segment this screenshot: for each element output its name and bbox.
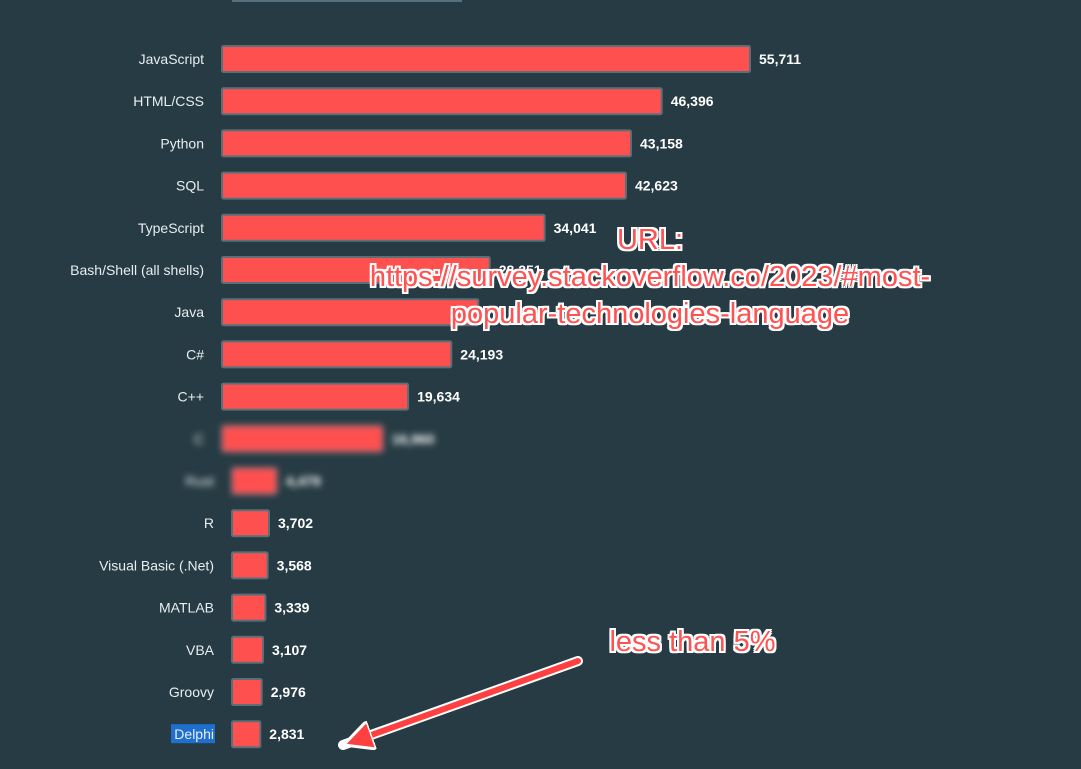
value-label: 28,251	[499, 262, 542, 278]
category-label: SQL	[176, 178, 204, 194]
bar-row-javascript: JavaScript 55,711	[139, 45, 801, 73]
bar	[221, 382, 410, 411]
category-label: TypeScript	[138, 220, 204, 236]
category-label: Visual Basic (.Net)	[99, 557, 214, 573]
less-than-note: less than 5%	[609, 626, 776, 658]
value-label: 46,396	[671, 93, 714, 109]
annotation-arrow	[338, 656, 583, 745]
value-label: 42,623	[635, 178, 678, 194]
bar-row-vba: VBA 3,107	[186, 635, 307, 664]
value-label: 3,702	[278, 515, 313, 531]
url-line-1: https://survey.stackoverflow.co/2023/#mo…	[369, 261, 931, 293]
bar	[221, 45, 751, 73]
category-label: HTML/CSS	[133, 93, 204, 109]
bar	[231, 551, 269, 580]
category-label: JavaScript	[139, 51, 204, 67]
bar	[231, 593, 267, 622]
top-tab-edge	[232, 0, 462, 2]
bar-row-r: R 3,702	[204, 509, 313, 538]
value-label: 24,193	[460, 346, 503, 362]
bar-row-c: C 16,960	[194, 424, 435, 453]
value-label: 55,711	[759, 51, 801, 67]
value-label: 2,831	[269, 726, 304, 742]
bar	[221, 298, 480, 327]
bar	[231, 720, 262, 749]
bar-row-sql: SQL 42,623	[176, 171, 678, 200]
value-label: 16,960	[392, 431, 435, 447]
value-label: 34,041	[554, 220, 597, 236]
bar	[221, 424, 384, 453]
bar-row-delphi: Delphi 2,831	[171, 720, 305, 749]
bar-row-html-css: HTML/CSS 46,396	[133, 87, 714, 116]
bar	[221, 213, 546, 242]
value-label: 3,107	[272, 642, 307, 658]
bar-row-matlab: MATLAB 3,339	[159, 593, 310, 622]
bar-row-groovy: Groovy 2,976	[169, 678, 306, 706]
category-label: Java	[174, 304, 204, 320]
value-label: 2,976	[271, 684, 306, 700]
bar	[221, 129, 633, 158]
category-label: R	[204, 515, 214, 531]
bar	[221, 87, 663, 116]
value-label: 43,158	[640, 135, 683, 151]
value-label: 3,568	[277, 557, 312, 573]
url-line-2: popular-technologies-language	[450, 298, 850, 330]
value-label: 3,339	[274, 600, 309, 616]
category-label: C++	[178, 389, 204, 405]
bar	[221, 340, 453, 369]
category-label: Delphi	[174, 726, 214, 742]
bar	[231, 635, 265, 664]
category-label: Bash/Shell (all shells)	[70, 262, 204, 278]
bar-row-python: Python 43,158	[160, 129, 683, 158]
bar	[221, 256, 491, 284]
bar-row-rust: Rust 4,479	[185, 467, 321, 495]
bar	[231, 678, 263, 706]
bar-row-java: Java	[174, 298, 480, 327]
bar-row-visual-basic-net: Visual Basic (.Net) 3,568	[99, 551, 312, 580]
category-label: MATLAB	[159, 600, 214, 616]
category-label: VBA	[186, 642, 215, 658]
bar-row-typescript: TypeScript 34,041	[138, 213, 597, 242]
category-label: C#	[186, 346, 204, 362]
text-selection-highlight	[171, 724, 215, 744]
value-label: 19,634	[417, 389, 460, 405]
bar-row-c: C++ 19,634	[178, 382, 460, 411]
category-label: Rust	[185, 473, 214, 489]
bar	[231, 509, 270, 538]
bar	[221, 171, 627, 200]
category-label: C	[194, 431, 204, 447]
bar	[231, 467, 278, 495]
url-annotation: URL: https://survey.stackoverflow.co/202…	[340, 222, 960, 333]
category-label: Groovy	[169, 684, 214, 700]
bar-row-c: C# 24,193	[186, 340, 503, 369]
value-label: 4,479	[286, 473, 321, 489]
category-label: Python	[160, 135, 204, 151]
url-heading: URL:	[616, 224, 684, 256]
bar-row-bash-shell-all-shells: Bash/Shell (all shells) 28,251	[70, 256, 542, 284]
